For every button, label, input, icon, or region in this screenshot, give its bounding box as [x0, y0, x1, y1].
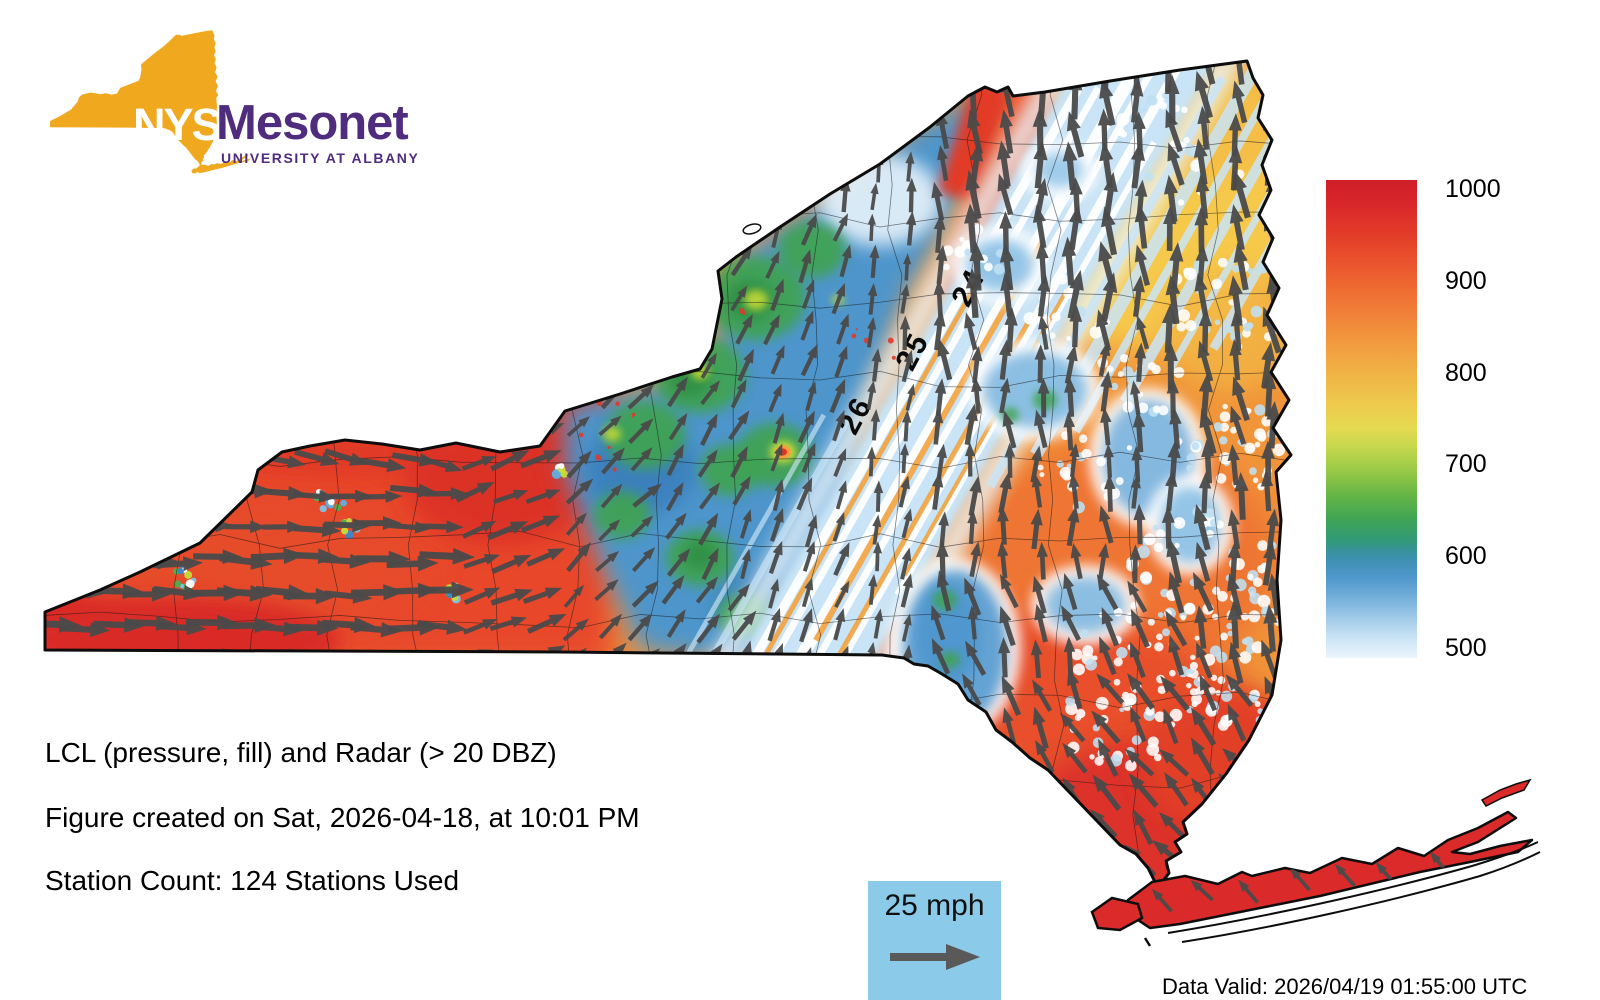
wind-reference-arrow-icon: [890, 944, 980, 970]
colorbar-tick-label: 700: [1445, 450, 1487, 479]
small-island-shape: [1480, 778, 1532, 807]
figure-created-text: Figure created on Sat, 2026-04-18, at 10…: [45, 802, 640, 833]
colorbar-gradient: [1326, 180, 1417, 658]
station-count-text: Station Count: 124 Stations Used: [45, 865, 460, 896]
wind-legend-label: 25 mph: [884, 889, 985, 922]
data-valid-text: Data Valid: 2026/04/19 01:55:00 UTC: [1162, 974, 1528, 999]
nys-logo-state-shape: [50, 30, 251, 174]
small-lake-island: [742, 223, 762, 235]
state-outline: [43, 59, 1293, 890]
colorbar-tick-label: 900: [1445, 266, 1487, 295]
map-title: LCL (pressure, fill) and Radar (> 20 DBZ…: [45, 737, 557, 768]
colorbar-tick-label: 1000: [1445, 175, 1501, 203]
wind-speed-legend: 25 mph: [868, 881, 1001, 1000]
logo-subtitle: UNIVERSITY AT ALBANY: [221, 150, 420, 166]
staten-island-shape: [1090, 896, 1144, 932]
colorbar-tick-label: 600: [1445, 542, 1487, 571]
long-island-shape: [1126, 810, 1534, 930]
logo-acronym: NYS: [133, 99, 222, 150]
colorbar-tick-label: 500: [1445, 634, 1487, 662]
barrier-island-line-2: [1181, 851, 1541, 943]
barrier-island-line: [1167, 841, 1539, 934]
logo-name: Mesonet: [216, 96, 409, 150]
colorbar-tick-label: 800: [1445, 358, 1487, 387]
